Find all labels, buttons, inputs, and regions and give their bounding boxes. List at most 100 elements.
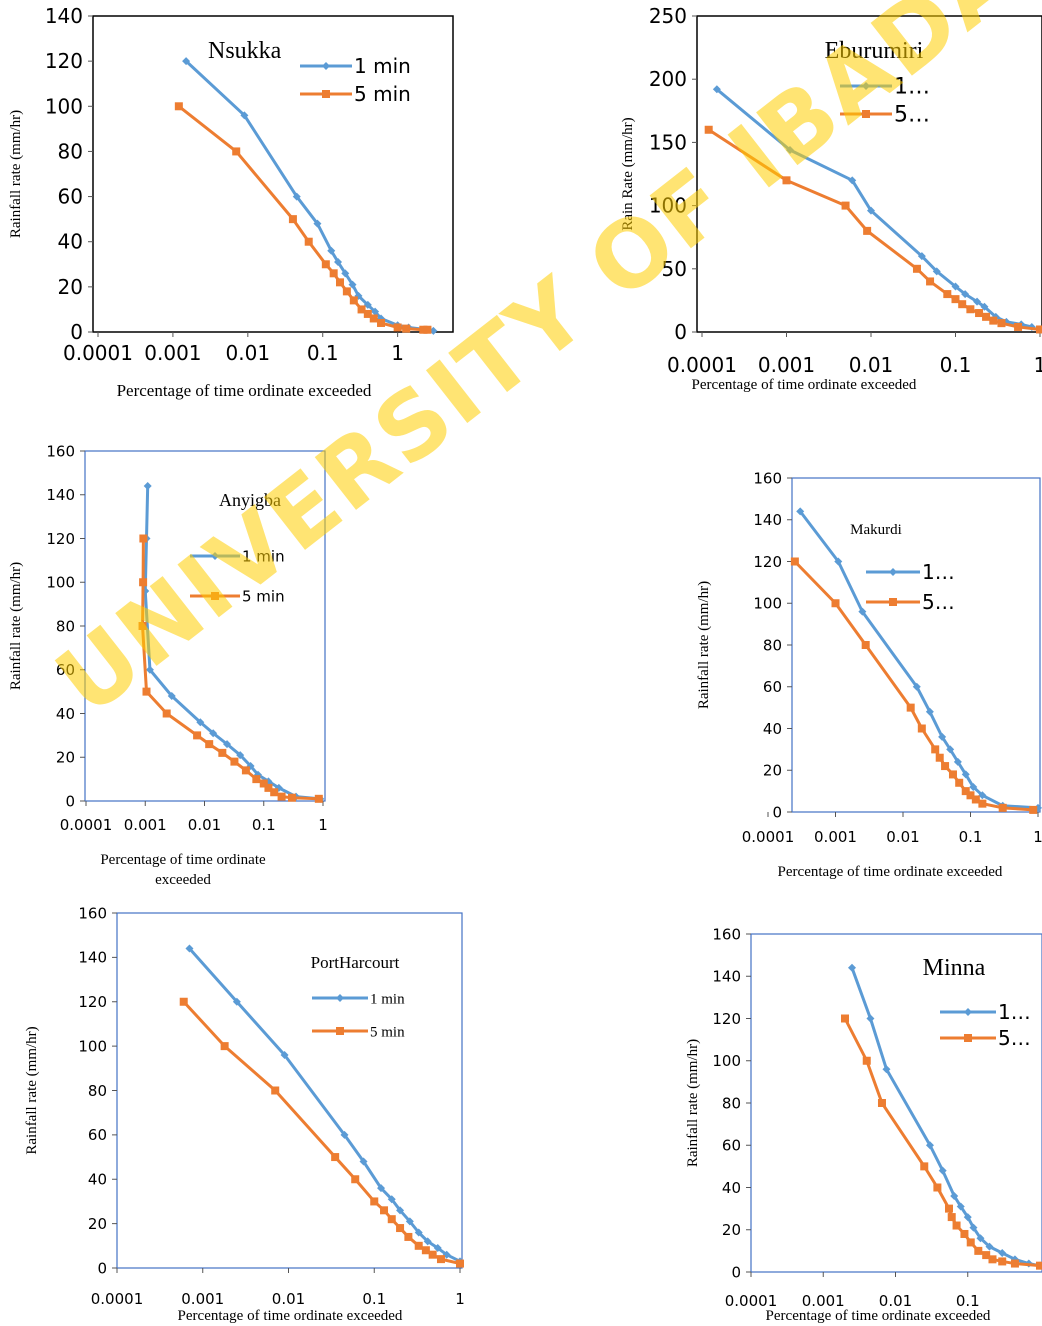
data-point xyxy=(138,622,147,630)
y-tick-label: 100 xyxy=(78,1037,107,1055)
data-point xyxy=(920,1162,929,1171)
data-point xyxy=(782,176,791,185)
y-tick-label: 40 xyxy=(58,230,83,254)
y-tick-label: 120 xyxy=(78,993,107,1011)
data-point xyxy=(785,145,794,154)
legend-label: 1 min xyxy=(370,991,405,1007)
legend-label: 1… xyxy=(998,1000,1031,1024)
x-tick-label: 0.001 xyxy=(814,828,857,846)
y-tick-label: 120 xyxy=(712,1010,741,1028)
data-point xyxy=(321,260,330,269)
data-point xyxy=(428,1250,437,1259)
y-tick-label: 60 xyxy=(56,661,75,679)
x-tick-label: 0.01 xyxy=(226,341,271,365)
data-point xyxy=(334,258,343,267)
y-tick-label: 0 xyxy=(772,803,782,821)
y-tick-label: 80 xyxy=(56,617,75,635)
legend-marker xyxy=(211,552,219,560)
legend-label: 5 min xyxy=(242,587,285,605)
data-point xyxy=(989,316,998,325)
data-point xyxy=(951,282,960,291)
data-point xyxy=(456,1259,464,1268)
y-tick-label: 100 xyxy=(753,595,782,613)
data-point xyxy=(304,237,313,246)
data-point xyxy=(1036,325,1042,334)
data-point xyxy=(966,305,975,314)
data-point xyxy=(969,1223,978,1232)
y-tick-label: 50 xyxy=(662,257,687,281)
y-tick-label: 140 xyxy=(78,949,107,967)
data-point xyxy=(179,997,188,1006)
y-tick-label: 80 xyxy=(58,139,83,163)
data-point xyxy=(271,1086,280,1095)
data-point xyxy=(973,297,982,306)
y-tick-label: 100 xyxy=(46,574,75,592)
y-tick-label: 40 xyxy=(88,1171,107,1189)
y-tick-label: 100 xyxy=(45,94,83,118)
y-axis-label: Rain Rate (mm/hr) xyxy=(620,117,636,230)
y-tick-label: 40 xyxy=(722,1179,741,1197)
y-axis-label: Rainfall rate (mm/hr) xyxy=(685,1039,701,1167)
data-point xyxy=(998,803,1007,812)
y-tick-label: 20 xyxy=(56,749,75,767)
y-tick-label: 80 xyxy=(722,1094,741,1112)
data-point xyxy=(363,309,372,318)
data-point xyxy=(421,1246,430,1255)
data-point xyxy=(404,1232,413,1241)
y-tick-label: 60 xyxy=(763,678,782,696)
y-tick-label: 140 xyxy=(45,4,83,28)
data-point xyxy=(313,219,322,228)
data-point xyxy=(236,751,245,760)
data-point xyxy=(958,300,967,309)
data-point xyxy=(193,731,202,740)
data-point xyxy=(862,1056,871,1065)
x-tick-label: 0.0001 xyxy=(667,353,737,377)
data-point xyxy=(906,703,915,712)
data-point xyxy=(971,795,980,804)
data-point xyxy=(377,318,386,327)
data-point xyxy=(205,740,214,749)
chart-minna: 0 20 40 60 80 100 120 140 160 0.0001 0.001 0.01 0.1P… xyxy=(685,925,1042,1324)
data-point xyxy=(925,707,934,716)
data-point xyxy=(1036,1261,1042,1270)
x-tick-label: 0.1 xyxy=(956,1292,980,1310)
x-tick-label: 0.001 xyxy=(144,341,201,365)
y-tick-label: 200 xyxy=(649,67,687,91)
legend-marker xyxy=(336,994,344,1002)
data-point xyxy=(1014,322,1023,331)
y-tick-label: 0 xyxy=(70,320,83,344)
y-axis-label: Rainfall rate (mm/hr) xyxy=(8,562,24,690)
data-point xyxy=(241,766,250,775)
legend-marker xyxy=(889,598,897,606)
x-tick-label: 0.0001 xyxy=(91,1290,144,1308)
data-point xyxy=(917,724,926,733)
plot-frame xyxy=(750,933,1042,1273)
series-line xyxy=(715,88,1033,329)
data-point xyxy=(230,757,239,766)
data-point xyxy=(335,278,344,287)
data-point xyxy=(952,1221,961,1230)
data-point xyxy=(974,1246,983,1255)
data-point xyxy=(377,1184,386,1193)
data-point xyxy=(139,578,148,587)
data-point xyxy=(387,1215,396,1224)
data-point xyxy=(926,277,935,286)
legend-marker xyxy=(211,592,219,600)
x-tick-label: 0.01 xyxy=(188,816,221,834)
data-point xyxy=(327,246,336,255)
data-point xyxy=(396,1224,405,1233)
x-axis-label: Percentage of time ordinate exceeded xyxy=(766,1308,991,1324)
y-tick-label: 20 xyxy=(58,275,83,299)
data-point xyxy=(423,1237,432,1246)
data-point xyxy=(932,267,941,276)
data-point xyxy=(405,1217,414,1226)
data-point xyxy=(980,302,989,311)
chart-title: Nsukka xyxy=(208,38,282,64)
data-point xyxy=(796,507,805,516)
data-point xyxy=(174,102,183,111)
chart-title: Minna xyxy=(923,955,986,981)
data-point xyxy=(292,192,301,201)
series-line xyxy=(177,105,428,332)
data-point xyxy=(944,1204,953,1213)
